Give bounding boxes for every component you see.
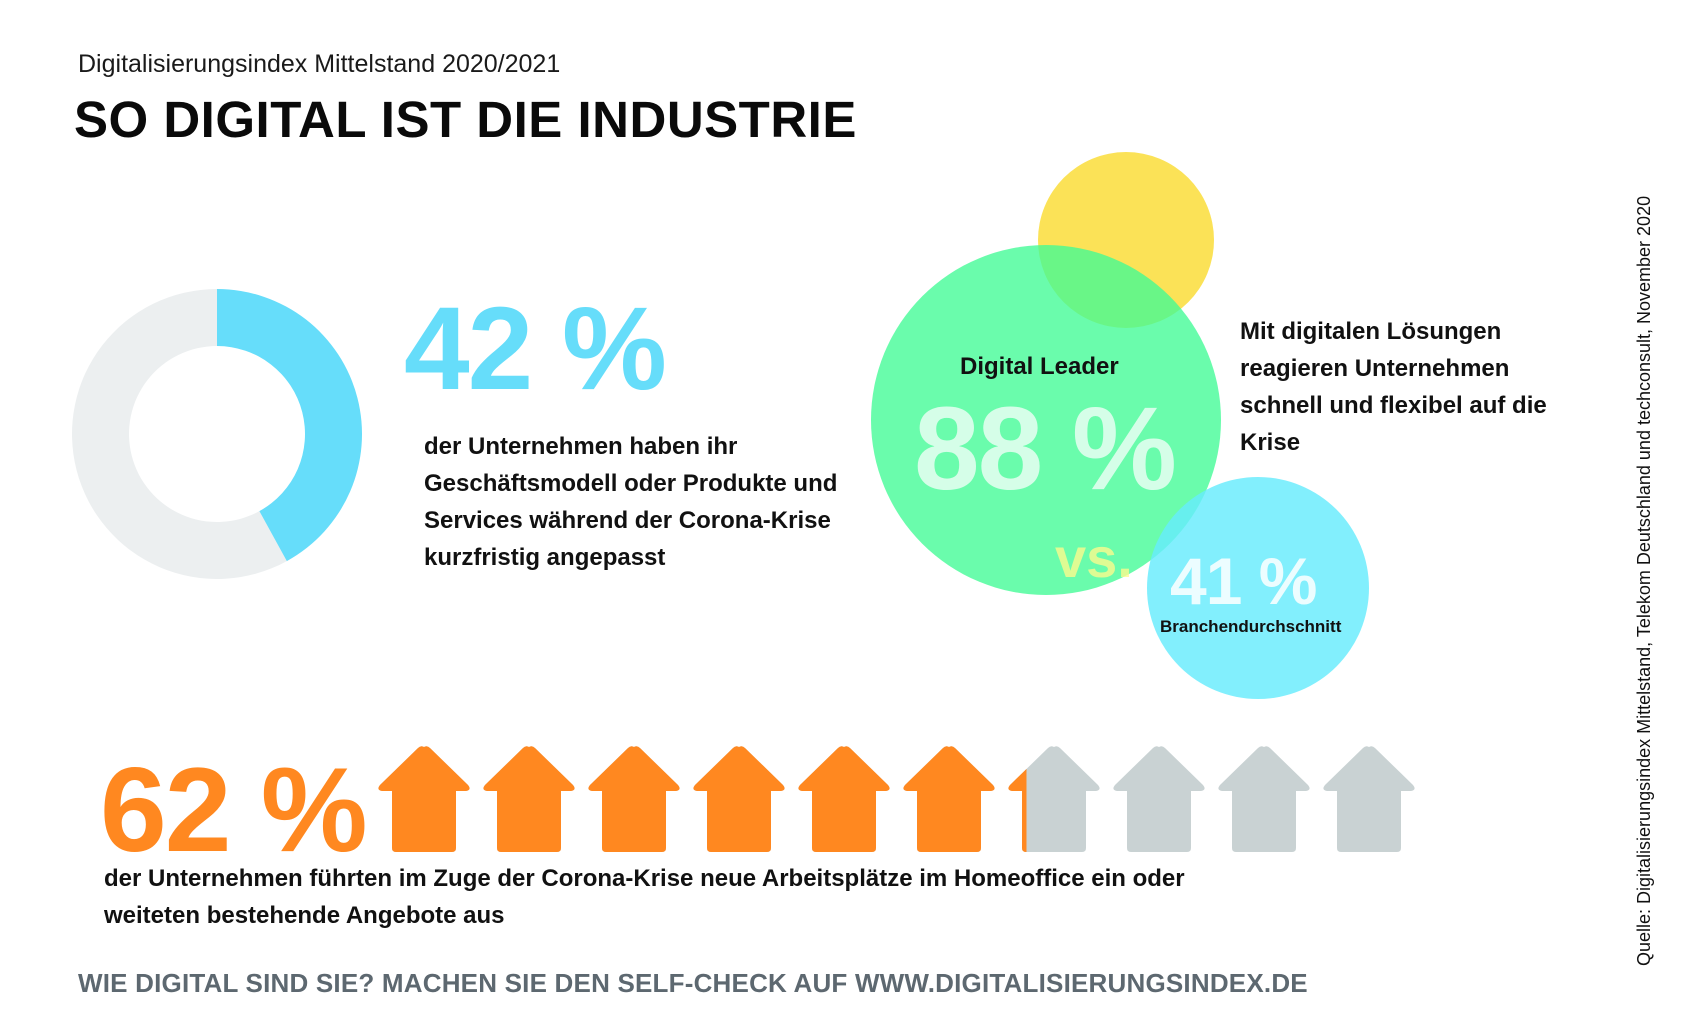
house-icon — [483, 746, 575, 853]
digital-leader-label: Digital Leader — [960, 353, 1119, 380]
branchendurchschnitt-value: 41 % — [1170, 544, 1317, 618]
pictogram-description: der Unternehmen führten im Zuge der Coro… — [104, 865, 1185, 929]
house-icon — [378, 746, 470, 853]
versus-label: vs. — [1055, 526, 1133, 589]
donut-value-label: 42 % — [404, 283, 667, 415]
house-icon — [1323, 746, 1415, 853]
house-icon — [1113, 746, 1205, 853]
branchendurchschnitt-label: Branchendurchschnitt — [1160, 617, 1342, 636]
house-icon — [1218, 746, 1310, 853]
donut-chart — [72, 289, 362, 579]
house-icon — [693, 746, 785, 853]
pictogram-value-label: 62 % — [100, 743, 368, 877]
donut-rest-segment — [72, 289, 287, 579]
bubble-chart — [871, 152, 1369, 699]
digital-leader-value: 88 % — [914, 383, 1177, 515]
house-icon — [1008, 746, 1100, 853]
bubble-digital-leader — [871, 245, 1221, 595]
house-icon — [903, 746, 995, 853]
bubble-description: Mit digitalen Lösungen reagieren Unterne… — [1240, 318, 1547, 456]
subtitle: Digitalisierungsindex Mittelstand 2020/2… — [78, 50, 561, 78]
house-icon — [588, 746, 680, 853]
bubble-branchendurchschnitt — [1147, 477, 1369, 699]
page-title: SO DIGITAL IST DIE INDUSTRIE — [74, 91, 857, 148]
donut-value-segment — [217, 289, 362, 562]
self-check-cta: WIE DIGITAL SIND SIE? MACHEN SIE DEN SEL… — [78, 968, 1308, 998]
donut-description: der Unternehmen haben ihr Geschäftsmodel… — [424, 433, 838, 571]
source-note: Quelle: Digitalisierungsindex Mittelstan… — [1634, 195, 1654, 966]
house-pictogram — [378, 746, 1415, 853]
house-icon — [798, 746, 890, 853]
